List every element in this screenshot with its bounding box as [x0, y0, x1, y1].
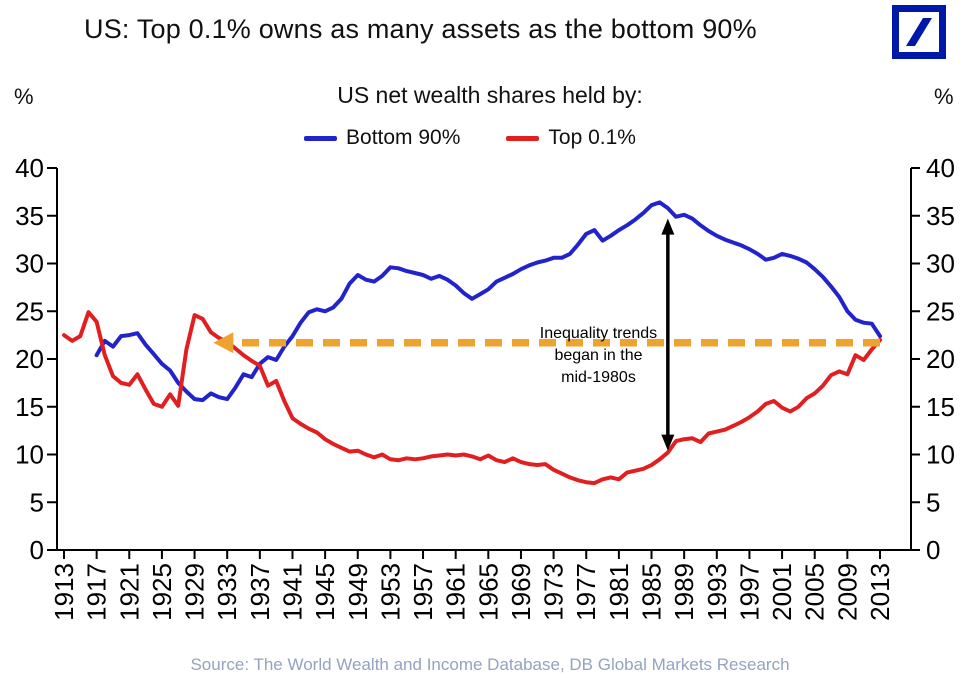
x-tick-label: 1985 [637, 563, 667, 621]
y-tick-label-right: 35 [926, 201, 955, 231]
y-tick-label-left: 40 [15, 153, 44, 183]
x-tick-label: 1973 [539, 563, 569, 621]
y-tick-label-right: 30 [926, 249, 955, 279]
y-tick-label-right: 15 [926, 392, 955, 422]
y-tick-label-left: 30 [15, 249, 44, 279]
page-title: US: Top 0.1% owns as many assets as the … [84, 14, 757, 44]
x-tick-label: 2009 [832, 563, 862, 621]
x-tick-label: 1981 [604, 563, 634, 621]
legend-swatch-bottom-90 [304, 135, 338, 141]
annotation-note-line: mid-1980s [561, 369, 636, 386]
x-tick-label: 1933 [212, 563, 242, 621]
series-bottom-90- [94, 200, 882, 403]
db-slash-icon [906, 18, 932, 46]
source-note: Source: The World Wealth and Income Data… [190, 655, 790, 674]
y-tick-label-right: 40 [926, 153, 955, 183]
x-tick-label: 1917 [82, 563, 112, 621]
legend: Bottom 90% Top 0.1% [0, 126, 940, 150]
legend-label-top-01: Top 0.1% [548, 126, 636, 149]
legend-swatch-top-01 [506, 135, 540, 141]
x-tick-label: 1961 [441, 563, 471, 621]
x-tick-label: 1989 [669, 563, 699, 621]
x-tick-label: 1949 [343, 563, 373, 621]
y-tick-label-right: 5 [926, 487, 940, 517]
x-tick-label: 1929 [180, 563, 210, 621]
x-tick-label: 1953 [375, 563, 405, 621]
y-tick-label-left: 10 [15, 440, 44, 470]
y-axis-unit-left: % [14, 84, 34, 109]
x-tick-label: 2013 [865, 563, 895, 621]
y-tick-label-right: 25 [926, 296, 955, 326]
double-arrow-head-top [661, 218, 675, 235]
x-tick-label: 1969 [506, 563, 536, 621]
y-tick-label-left: 15 [15, 392, 44, 422]
double-arrow-head-bottom [661, 434, 675, 451]
x-tick-label: 1925 [147, 563, 177, 621]
y-tick-label-left: 20 [15, 344, 44, 374]
y-tick-label-left: 0 [30, 535, 44, 565]
y-tick-label-left: 25 [15, 296, 44, 326]
y-tick-label-left: 35 [15, 201, 44, 231]
x-tick-label: 1945 [310, 563, 340, 621]
x-tick-label: 1977 [571, 563, 601, 621]
x-tick-label: 1913 [49, 563, 79, 621]
series-top-0-1- [62, 310, 882, 486]
dashed-arrow-head [213, 332, 234, 354]
chart-title: US net wealth shares held by: [337, 82, 643, 108]
x-tick-label: 2001 [767, 563, 797, 621]
y-tick-label-left: 5 [30, 487, 44, 517]
annotation-note-line: Inequality trends [540, 325, 657, 342]
x-tick-label: 1965 [473, 563, 503, 621]
x-tick-label: 1941 [277, 563, 307, 621]
y-tick-label-right: 0 [926, 535, 940, 565]
x-tick-label: 2005 [800, 563, 830, 621]
x-tick-label: 1997 [734, 563, 764, 621]
x-tick-label: 1921 [114, 563, 144, 621]
y-tick-label-right: 10 [926, 440, 955, 470]
x-tick-label: 1993 [702, 563, 732, 621]
legend-item-bottom-90: Bottom 90% [304, 126, 460, 150]
x-tick-label: 1957 [408, 563, 438, 621]
legend-item-top-01: Top 0.1% [506, 126, 636, 150]
y-tick-label-right: 20 [926, 344, 955, 374]
annotation-note-line: began in the [554, 347, 642, 364]
deutsche-bank-logo [892, 5, 946, 59]
legend-label-bottom-90: Bottom 90% [346, 126, 461, 149]
y-axis-unit-right: % [934, 84, 954, 109]
x-tick-label: 1937 [245, 563, 275, 621]
